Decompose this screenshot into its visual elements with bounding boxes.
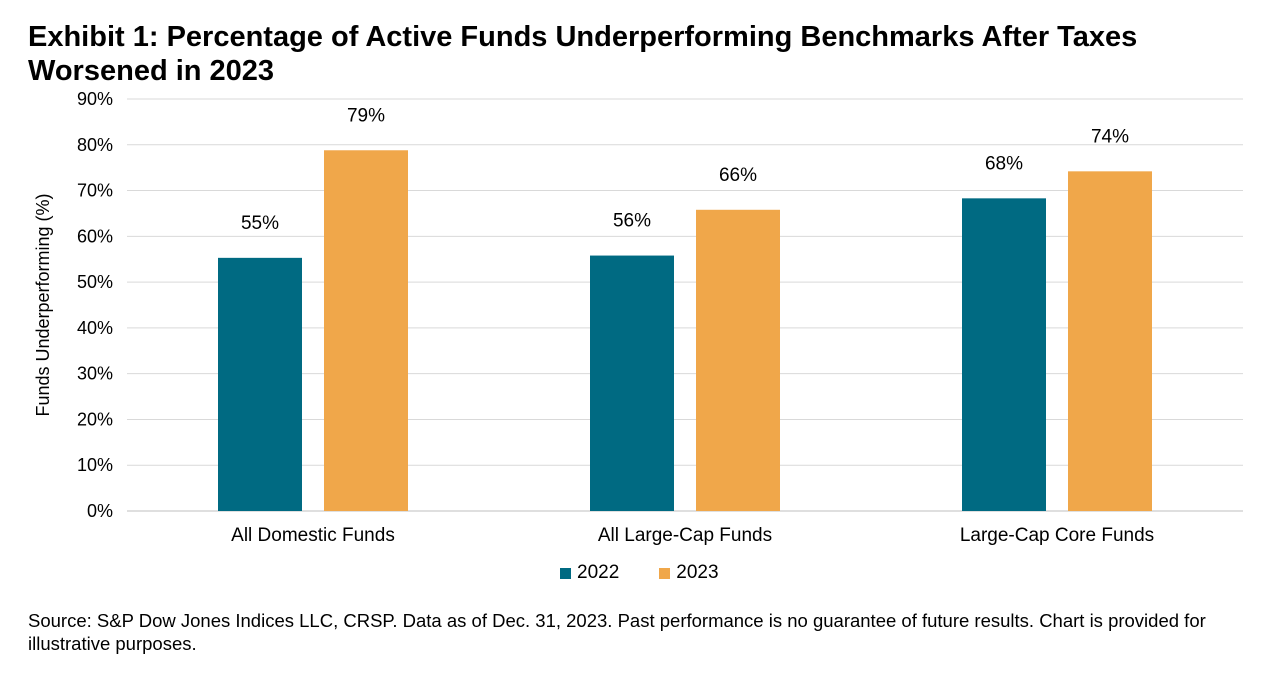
source-note: Source: S&P Dow Jones Indices LLC, CRSP.…	[28, 610, 1206, 654]
y-tick-label: 90%	[77, 89, 113, 109]
bar-chart: 0% 10% 20% 30% 40% 50% 60% 70% 80% 90% Funds Under…	[33, 89, 1243, 546]
bar-2023	[696, 209, 780, 511]
y-tick-label: 40%	[77, 318, 113, 338]
x-tick-label: Large-Cap Core Funds	[960, 525, 1154, 546]
data-label: 66%	[719, 165, 757, 186]
y-tick-label: 50%	[77, 272, 113, 292]
data-label: 55%	[241, 213, 279, 234]
x-tick-label: All Domestic Funds	[231, 525, 395, 546]
legend-item-2023: 2023	[659, 562, 719, 584]
data-label: 68%	[985, 153, 1023, 174]
y-tick-label: 60%	[77, 226, 113, 246]
y-tick-label: 30%	[77, 364, 113, 384]
data-label: 74%	[1091, 126, 1129, 147]
chart-title: Exhibit 1: Percentage of Active Funds Un…	[28, 21, 1138, 87]
bar-2023	[1068, 171, 1152, 511]
y-tick-label: 10%	[77, 455, 113, 475]
y-tick-label: 20%	[77, 409, 113, 429]
data-label: 56%	[613, 211, 651, 232]
bar-2022	[962, 198, 1046, 512]
legend-label-2023: 2023	[676, 562, 719, 583]
bar-2023	[324, 150, 408, 511]
y-tick-label: 0%	[87, 501, 113, 521]
legend-label-2022: 2022	[577, 562, 620, 583]
legend-swatch-2022	[560, 567, 571, 579]
bar-2022	[590, 255, 674, 511]
legend-item-2022: 2022	[560, 562, 619, 584]
legend-swatch-2023	[659, 567, 671, 579]
legend: 2022 2023	[560, 562, 719, 584]
bar-2022	[218, 257, 302, 511]
y-axis-title: Funds Underperforming (%)	[33, 193, 53, 416]
x-tick-label: All Large-Cap Funds	[598, 525, 772, 546]
y-tick-label: 70%	[77, 181, 113, 201]
data-label: 79%	[347, 105, 385, 126]
y-tick-label: 80%	[77, 135, 113, 155]
